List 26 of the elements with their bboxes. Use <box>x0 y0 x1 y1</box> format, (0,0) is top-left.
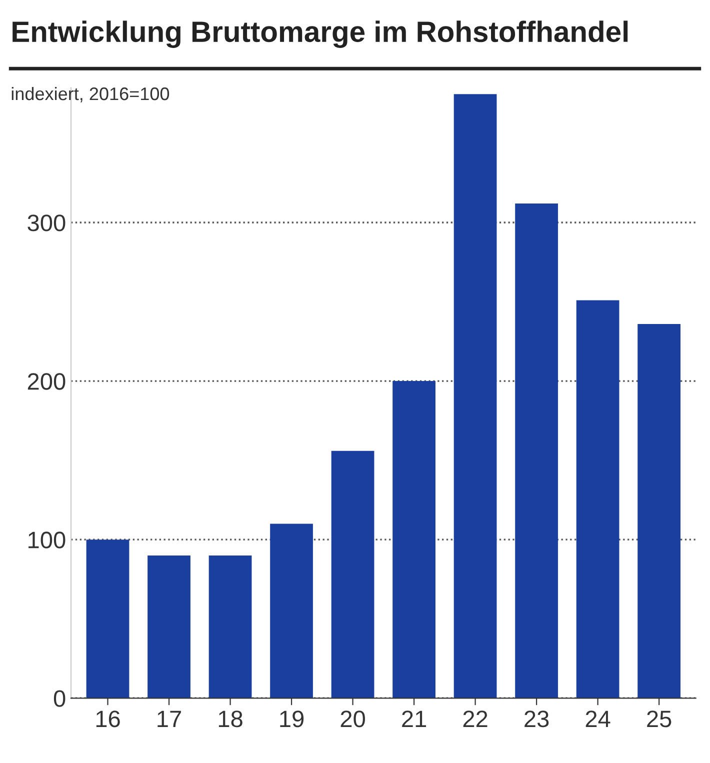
y-tick-label: 200 <box>28 373 66 390</box>
x-tick-label: 24 <box>586 710 610 728</box>
chart-subtitle: indexiert, 2016=100 <box>12 86 170 102</box>
bar <box>148 555 190 698</box>
bar <box>392 381 436 698</box>
bar <box>270 524 313 698</box>
x-tick-label: 19 <box>280 710 304 728</box>
x-tick-label: 21 <box>402 710 426 728</box>
bar <box>638 324 680 698</box>
x-tick-label: 20 <box>340 710 365 728</box>
y-tick-label: 0 <box>54 690 66 707</box>
bar <box>86 540 130 698</box>
bar <box>576 300 620 698</box>
bar <box>515 203 558 698</box>
y-tick-label: 100 <box>28 532 66 548</box>
bar <box>208 555 252 698</box>
chart-title: Entwicklung Bruttomarge im Rohstoffhandel <box>12 20 628 48</box>
y-tick-label: 300 <box>28 214 66 232</box>
bar <box>454 94 497 698</box>
x-tick-label: 17 <box>158 710 181 728</box>
x-tick-label: 18 <box>218 710 242 728</box>
x-tick-label: 16 <box>96 710 120 728</box>
bar <box>331 450 374 698</box>
x-tick-label: 25 <box>647 710 672 728</box>
x-tick-label: 22 <box>463 710 488 728</box>
x-tick-label: 23 <box>524 710 549 728</box>
